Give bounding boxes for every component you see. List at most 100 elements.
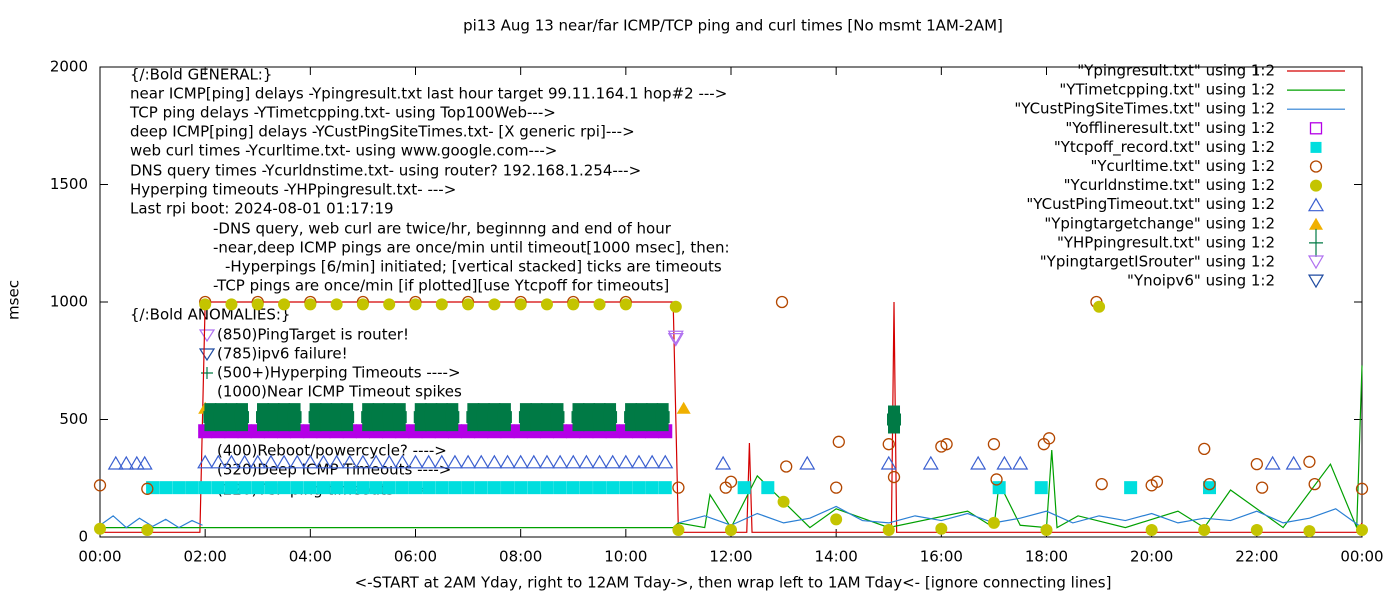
- square-marker: [277, 481, 291, 495]
- dot-marker: [935, 522, 948, 535]
- circle-marker: [1042, 432, 1056, 445]
- square-marker: [251, 481, 265, 495]
- series: [667, 330, 684, 347]
- triangle-marker: [1012, 455, 1029, 470]
- triangle-marker: [107, 455, 124, 470]
- square-marker: [382, 481, 396, 495]
- triangle-marker: [538, 454, 556, 469]
- annotation: -Hyperpings [6/min] initiated; [vertical…: [225, 258, 722, 276]
- plus-marker: [887, 405, 902, 434]
- legend: "Ypingresult.txt" using 1:2"YTimetcpping…: [1014, 62, 1345, 290]
- triangle-down-marker: [1307, 255, 1325, 270]
- circle-marker: [775, 295, 789, 309]
- legend-label: "Yofflineresult.txt" using 1:2: [1065, 119, 1275, 137]
- series: [100, 365, 1363, 529]
- square-marker: [185, 481, 199, 495]
- series: [99, 505, 1363, 529]
- triangle-marker: [118, 455, 135, 470]
- annotation: -near,deep ICMP pings are once/min until…: [213, 239, 730, 257]
- series-line: [99, 505, 1363, 529]
- series: [94, 298, 1368, 538]
- square-marker: [761, 481, 775, 495]
- x-tick-label: 00:00: [78, 548, 121, 566]
- y-tick-label: 2000: [50, 58, 88, 76]
- square-marker: [527, 481, 541, 495]
- triangle-marker: [715, 455, 732, 470]
- square-marker: [238, 481, 252, 495]
- x-tick-label: 18:00: [1025, 548, 1068, 566]
- plot-area: 0 500 1000 1500 2000 00:00 02:00 04:00 06:00 08:0…: [50, 58, 1384, 566]
- series: [203, 403, 902, 434]
- triangle-marker: [996, 455, 1013, 470]
- triangle-marker: [644, 454, 661, 469]
- dot-marker: [225, 298, 238, 311]
- square-marker: [435, 481, 449, 495]
- circle-marker: [1198, 442, 1211, 456]
- dot-marker: [830, 513, 843, 526]
- triangle-marker: [210, 454, 227, 469]
- triangle-marker: [565, 454, 582, 469]
- circle-marker: [940, 438, 953, 451]
- legend-label: "Ypingtargetchange" using 1:2: [1044, 214, 1275, 232]
- annotation: deep ICMP[ping] delays -YCustPingSiteTim…: [130, 123, 635, 141]
- triangle-down-marker: [667, 330, 684, 345]
- legend-label: "Ycurldnstime.txt" using 1:2: [1064, 176, 1275, 194]
- dot-marker: [94, 522, 106, 535]
- y-tick-label: 0: [78, 528, 88, 546]
- x-tick-label: 16:00: [920, 548, 963, 566]
- dot-marker: [1303, 525, 1316, 538]
- triangle-marker: [328, 454, 345, 469]
- dot-marker: [987, 516, 1000, 529]
- square-marker: [1309, 122, 1323, 135]
- square-marker: [632, 481, 646, 495]
- triangle-marker: [433, 454, 450, 469]
- dot-marker: [141, 523, 154, 536]
- square-marker: [461, 481, 475, 495]
- plus-marker: [1309, 228, 1323, 257]
- triangle-marker: [223, 454, 240, 469]
- plus-marker: [340, 403, 355, 432]
- circle-marker: [987, 438, 1001, 451]
- annotation: Last rpi boot: 2024-08-01 01:17:19: [130, 200, 394, 218]
- triangle-marker: [473, 454, 490, 469]
- dot-marker: [777, 495, 790, 508]
- dot-marker: [330, 298, 343, 311]
- legend-label: "Ynoipv6" using 1:2: [1127, 272, 1275, 290]
- triangle-marker: [499, 454, 516, 469]
- square-marker: [606, 481, 620, 495]
- dot-marker: [251, 298, 264, 311]
- triangle-marker: [262, 454, 279, 469]
- annotation: DNS query times -Ycurldnstime.txt- using…: [130, 162, 641, 180]
- x-tick-label: 12:00: [709, 548, 752, 566]
- x-axis-label: <-START at 2AM Yday, right to 12AM Tday-…: [355, 574, 1112, 592]
- dot-marker: [672, 523, 685, 536]
- triangle-marker: [1309, 217, 1323, 230]
- dot-marker: [514, 298, 527, 311]
- square-marker: [645, 481, 659, 495]
- series-line: [100, 365, 1363, 529]
- triangle-marker: [394, 454, 411, 469]
- chart-title: pi13 Aug 13 near/far ICMP/TCP ping and c…: [463, 17, 1003, 35]
- square-marker: [224, 481, 238, 495]
- triangle-marker: [136, 455, 153, 470]
- dot-marker: [725, 523, 737, 536]
- x-tick-label: 22:00: [1235, 548, 1278, 566]
- triangle-marker: [302, 454, 319, 469]
- circle-marker: [887, 470, 901, 484]
- dot-marker: [567, 298, 580, 311]
- square-marker: [198, 481, 212, 495]
- annotation: Hyperping timeouts -YHPpingresult.txt- -…: [130, 181, 456, 199]
- circle-marker: [672, 481, 685, 494]
- square-marker: [422, 481, 436, 495]
- triangle-marker: [315, 454, 332, 469]
- dot-marker: [462, 298, 475, 311]
- circle-marker: [141, 482, 154, 495]
- dot-marker: [278, 298, 291, 311]
- annotation: {/:Bold ANOMALIES:}: [130, 306, 290, 324]
- square-marker: [316, 481, 330, 495]
- circle-marker: [1255, 481, 1269, 494]
- triangle-marker: [341, 454, 358, 469]
- triangle-marker: [420, 454, 437, 469]
- x-tick-label: 08:00: [499, 548, 542, 566]
